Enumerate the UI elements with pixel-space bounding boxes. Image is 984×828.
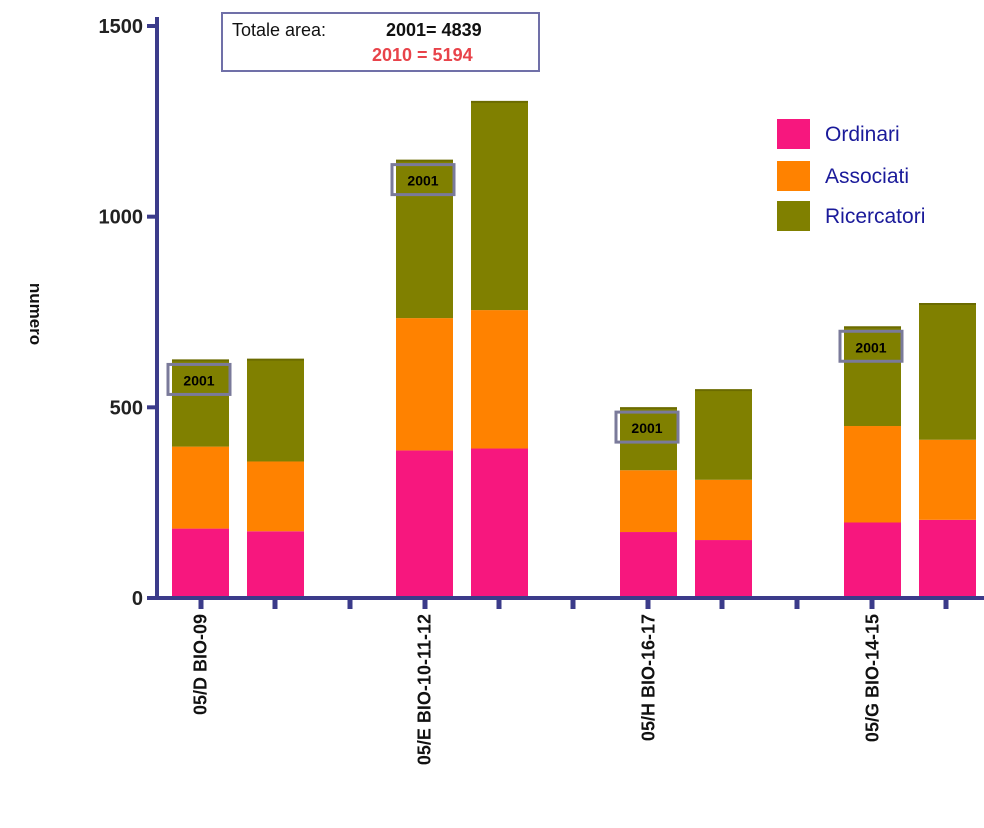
total-area-annotation: Totale area: 2001= 4839 2010 = 5194 [221,12,540,72]
bar-segment-ordinari-2010 [695,540,752,598]
x-tick-mark [347,600,353,609]
category-label: 05/E BIO-10-11-12 [415,614,435,765]
y-tick-label: 500 [110,397,143,419]
bar-segment-associati-2001 [620,470,677,533]
bar-segment-ricercatori-2010 [247,359,304,462]
bar-segment-associati-2001 [172,446,229,529]
bar-segment-ordinari-2010 [471,448,528,598]
x-tick-mark [869,600,875,609]
category-label: 05/D BIO-09 [191,614,211,715]
legend-label-associati: Associati [825,165,909,188]
bar-segment-ordinari-2010 [919,519,976,598]
bar-segment-ricercatori-2001 [172,360,229,447]
bar-segment-associati-2010 [471,310,528,449]
legend: Ordinari Associati Ricercatori [777,119,925,231]
x-tick-mark [496,600,502,609]
x-tick-mark [272,600,278,609]
year-tag-label: 2001 [407,173,438,189]
bar-segment-ricercatori-2010 [471,101,528,311]
bar-segment-ordinari-2010 [247,531,304,598]
bar-segment-ordinari-2001 [844,522,901,598]
bar-segment-ordinari-2001 [172,528,229,598]
bar-segment-ricercatori-2001 [844,327,901,427]
x-tick-mark [794,600,800,609]
bar-segment-associati-2010 [695,479,752,541]
legend-label-ricercatori: Ricercatori [825,205,925,228]
bar-segment-associati-2010 [247,461,304,532]
year-tag-frame [390,163,456,197]
legend-swatch-ordinari [777,119,810,149]
year-tag-label: 2001 [855,339,886,355]
bar-segment-ricercatori-2010 [695,390,752,480]
bar-segment-associati-2001 [844,426,901,523]
year-tag-2001: 2001 [838,329,904,363]
y-axis-title: numero [26,283,45,345]
x-tick-mark [422,600,428,609]
x-tick-mark [719,600,725,609]
bar-segment-ordinari-2001 [620,532,677,598]
bar-segment-ricercatori-2001 [396,160,453,319]
year-tag-2001: 2001 [614,410,680,444]
total-2010-value: 2010 = 5194 [372,45,473,65]
category-label: 05/H BIO-16-17 [639,614,659,741]
legend-label-ordinari: Ordinari [825,123,900,146]
y-tick-label: 1000 [99,207,144,229]
x-tick-mark [570,600,576,609]
legend-swatch-ricercatori [777,201,810,231]
x-tick-mark [645,600,651,609]
legend-swatch-associati [777,161,810,191]
bar-segment-ordinari-2001 [396,450,453,598]
year-tag-label: 2001 [631,420,662,436]
year-tag-frame [614,410,680,444]
category-label: 05/G BIO-14-15 [863,614,883,742]
year-tag-2001: 2001 [166,362,232,396]
bar-segment-associati-2001 [396,318,453,451]
year-tag-2001: 2001 [390,163,456,197]
year-tag-frame [166,362,232,396]
year-tags-group: 2001 2001 2001 2001 [166,163,904,444]
bar-segment-ricercatori-2001 [620,408,677,471]
bar-segment-ricercatori-2010 [919,303,976,440]
y-tick-label: 1500 [99,16,144,38]
year-tag-label: 2001 [183,372,214,388]
x-tick-mark [198,600,204,609]
y-tick-label: 0 [132,588,143,610]
bar-segment-associati-2010 [919,439,976,520]
total-area-label: Totale area: [232,20,327,40]
total-2001-value: 2001= 4839 [386,20,482,40]
x-tick-mark [943,600,949,609]
bars-group [172,100,976,598]
axes-group: 0 500 1000 1500 05/D BIO-09 05/E BIO-10-11-12… [26,16,984,765]
year-tag-frame [838,329,904,363]
